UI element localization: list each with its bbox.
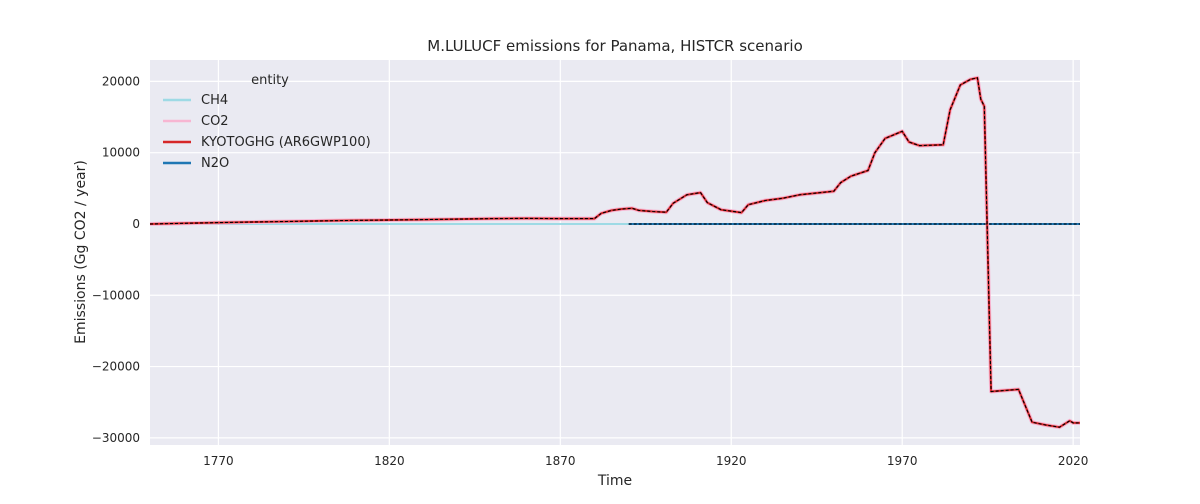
legend-label-co2: CO2	[201, 114, 229, 129]
y-tick-label: 10000	[102, 146, 140, 160]
y-axis-label: Emissions (Gg CO2 / year)	[73, 160, 89, 344]
series-layer	[149, 75, 1080, 430]
axis-ticks: 1770 1820 1870 1920 1970 2020 −30000 −20000 −100…	[92, 74, 1089, 468]
x-tick-label: 1870	[545, 454, 576, 468]
y-tick-label: −20000	[92, 360, 140, 374]
legend-label-ch4: CH4	[201, 93, 228, 108]
x-tick-label: 1770	[203, 454, 234, 468]
legend-label-n2o: N2O	[201, 156, 229, 171]
x-tick-label: 1820	[374, 454, 405, 468]
legend-title: entity	[251, 73, 289, 88]
y-tick-label: 20000	[102, 74, 140, 88]
y-tick-label: −10000	[92, 288, 140, 302]
y-tick-label: 0	[132, 217, 140, 231]
legend: entity CH4 CO2 KYOTOGHG (AR6GWP100) N2O	[163, 73, 371, 171]
y-tick-label: −30000	[92, 431, 140, 445]
chart-title: M.LULUCF emissions for Panama, HISTCR sc…	[427, 37, 803, 55]
plot-area	[150, 60, 1080, 445]
legend-label-kyotoghg-ar6gwp100: KYOTOGHG (AR6GWP100)	[201, 135, 371, 150]
x-tick-label: 1970	[887, 454, 918, 468]
x-axis-label: Time	[597, 473, 632, 489]
total-dashed-line	[149, 77, 1080, 428]
x-tick-label: 1920	[716, 454, 747, 468]
x-tick-label: 2020	[1058, 454, 1089, 468]
